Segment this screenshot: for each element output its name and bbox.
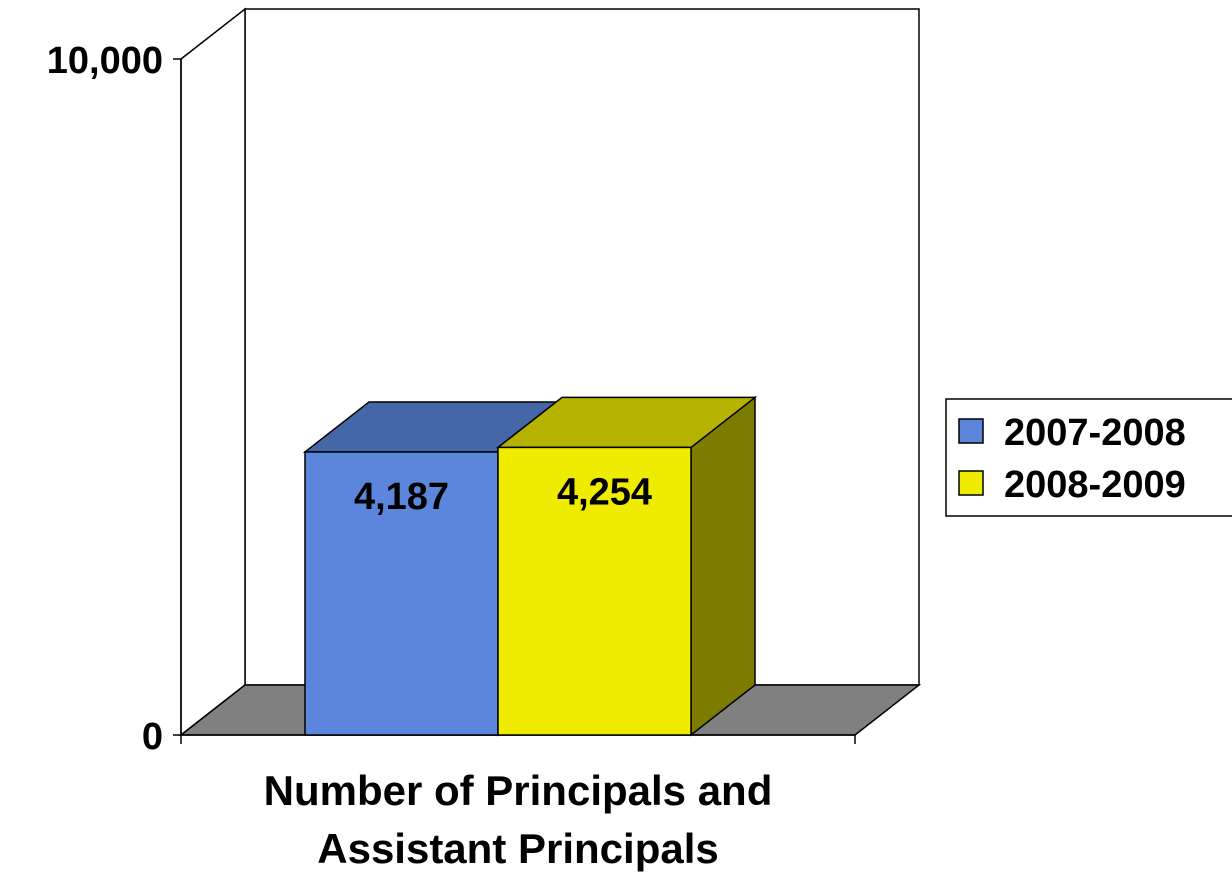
bar-2008-2009 bbox=[495, 395, 758, 737]
x-category-label-line: Assistant Principals bbox=[317, 825, 718, 872]
bar-side-face bbox=[690, 395, 756, 737]
y-tick-label: 10,000 bbox=[47, 40, 163, 82]
y-tick-label: 0 bbox=[142, 716, 163, 758]
x-category-label-line: Number of Principals and bbox=[264, 767, 773, 814]
chart-side-wall bbox=[180, 7, 246, 737]
data-label-2007-2008: 4,187 bbox=[354, 476, 449, 518]
x-axis bbox=[180, 734, 856, 744]
legend-swatch-2007-2008 bbox=[958, 418, 984, 444]
legend-box bbox=[945, 398, 1232, 517]
bar-front-face bbox=[497, 446, 692, 736]
x-axis-label: Number of Principals and Assistant Princi… bbox=[264, 767, 773, 872]
legend-label-2008-2009: 2008-2009 bbox=[1004, 464, 1186, 506]
legend-swatch-2008-2009 bbox=[958, 470, 984, 496]
data-labels-group: 4,187 4,254 bbox=[354, 471, 652, 518]
legend: 2007-2008 2008-2009 bbox=[945, 398, 1232, 517]
data-label-2008-2009: 4,254 bbox=[557, 471, 652, 513]
legend-label-2007-2008: 2007-2008 bbox=[1004, 412, 1186, 454]
bar-front-face bbox=[304, 451, 499, 736]
y-axis: 0 10,000 bbox=[47, 40, 182, 758]
bars-group bbox=[302, 395, 758, 737]
